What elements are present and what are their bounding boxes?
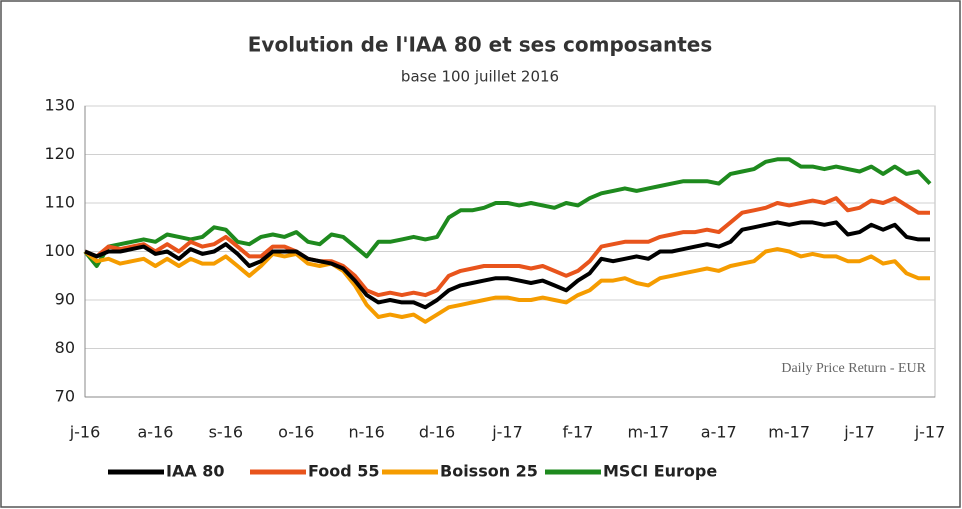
legend-label: MSCI Europe: [603, 462, 717, 481]
x-tick-label: a-17: [701, 423, 737, 442]
x-tick-label: s-16: [209, 423, 243, 442]
x-tick-label: m-17: [768, 423, 810, 442]
chart-title: Evolution de l'IAA 80 et ses composantes: [248, 33, 712, 57]
x-tick-label: j-17: [914, 423, 946, 442]
y-tick-label: 120: [44, 144, 75, 163]
y-tick-label: 130: [44, 96, 75, 115]
series-line: [83, 157, 932, 268]
series-line: [84, 196, 930, 298]
annotation: Daily Price Return - EUR: [781, 361, 926, 376]
x-tick-label: d-16: [419, 423, 455, 442]
series-line: [84, 220, 930, 310]
x-tick-label: j-17: [843, 423, 875, 442]
y-tick-label: 90: [55, 290, 75, 309]
x-tick-label: f-17: [562, 423, 593, 442]
x-tick-label: a-16: [137, 423, 173, 442]
y-tick-label: 100: [44, 241, 75, 260]
x-tick-label: j-17: [491, 423, 523, 442]
series-line: [83, 247, 930, 324]
chart-subtitle: base 100 juillet 2016: [401, 68, 559, 86]
legend-label: Food 55: [308, 462, 380, 481]
y-tick-label: 110: [44, 193, 75, 212]
x-tick-label: n-16: [349, 423, 385, 442]
x-tick-label: o-16: [278, 423, 314, 442]
y-tick-label: 80: [55, 338, 75, 357]
legend-label: Boisson 25: [440, 462, 538, 481]
y-tick-label: 70: [55, 387, 75, 406]
x-tick-label: m-17: [627, 423, 669, 442]
legend-label: IAA 80: [166, 462, 225, 481]
x-tick-label: j-16: [69, 423, 101, 442]
